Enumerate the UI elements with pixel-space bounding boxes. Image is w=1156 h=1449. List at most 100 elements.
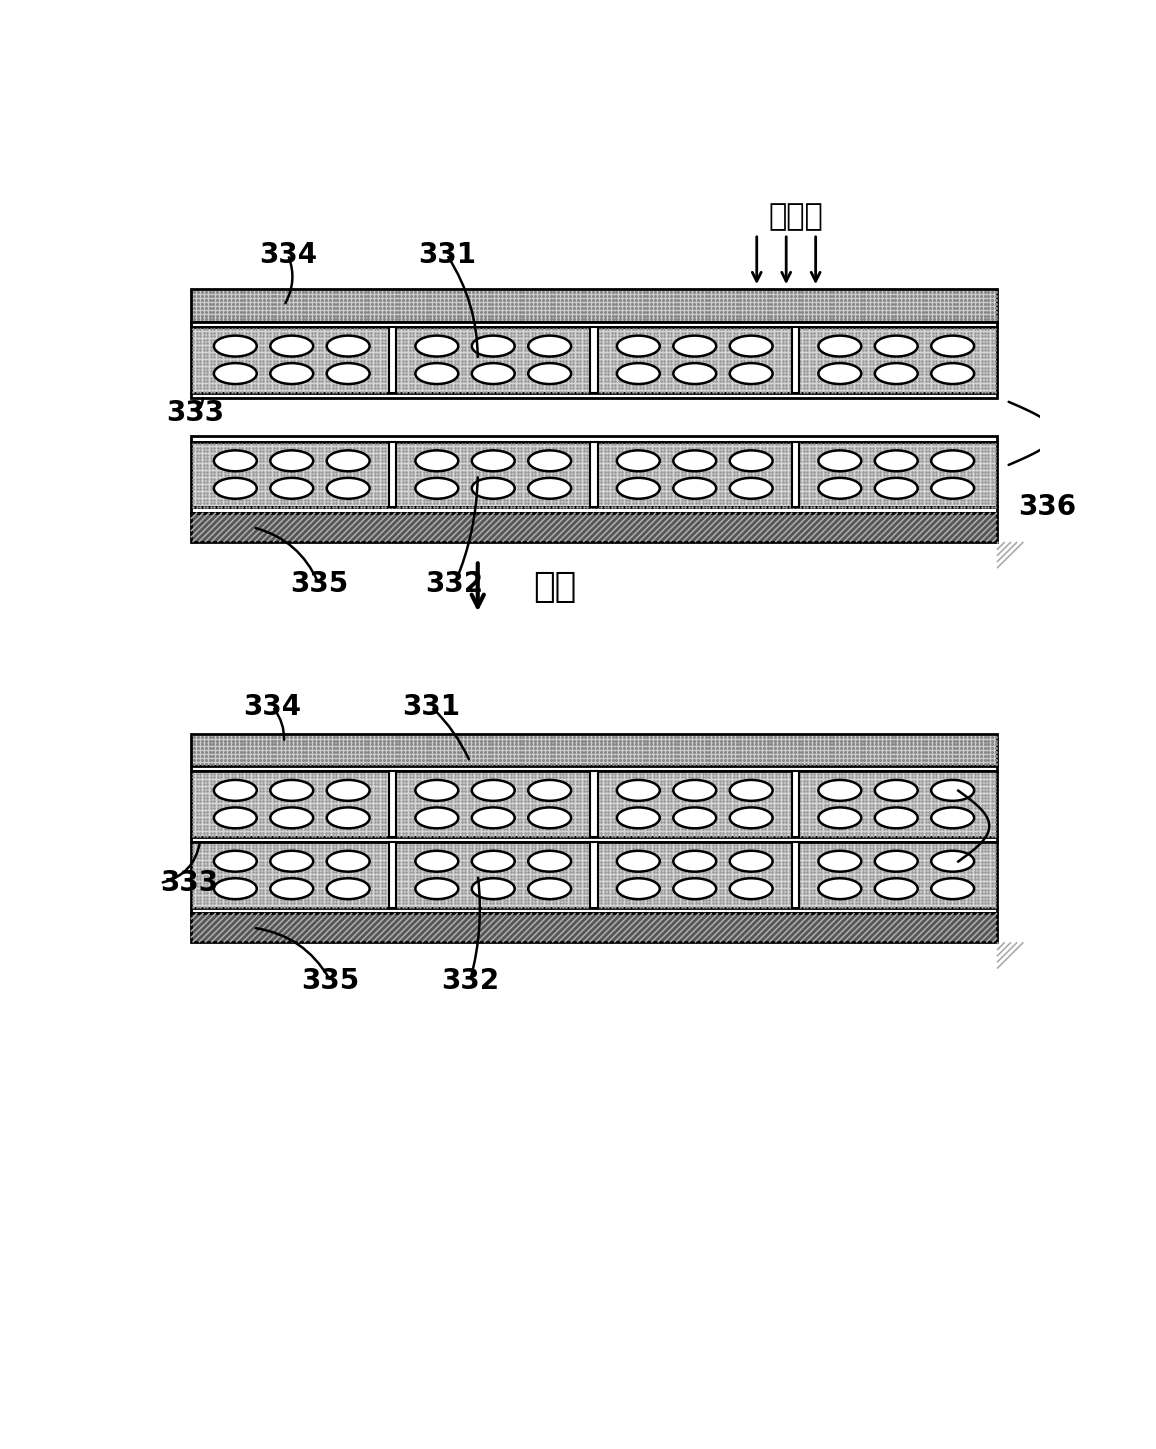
Ellipse shape: [415, 807, 458, 829]
Ellipse shape: [271, 780, 313, 801]
Ellipse shape: [528, 780, 571, 801]
Ellipse shape: [875, 336, 918, 356]
Ellipse shape: [932, 780, 975, 801]
Ellipse shape: [617, 451, 660, 471]
Ellipse shape: [415, 364, 458, 384]
Ellipse shape: [327, 451, 370, 471]
Bar: [590, 842, 598, 907]
Ellipse shape: [271, 878, 313, 900]
Ellipse shape: [617, 336, 660, 356]
Ellipse shape: [617, 364, 660, 384]
Ellipse shape: [932, 807, 975, 829]
Ellipse shape: [271, 451, 313, 471]
Bar: [388, 442, 397, 507]
Bar: [191, 290, 996, 322]
Ellipse shape: [932, 878, 975, 900]
Ellipse shape: [528, 851, 571, 872]
Ellipse shape: [729, 478, 772, 498]
Ellipse shape: [528, 878, 571, 900]
Text: 332: 332: [440, 966, 499, 995]
Ellipse shape: [528, 336, 571, 356]
Ellipse shape: [673, 478, 717, 498]
Bar: [191, 767, 996, 771]
Ellipse shape: [932, 478, 975, 498]
Text: 335: 335: [290, 571, 348, 598]
Text: 334: 334: [259, 241, 317, 268]
Bar: [191, 733, 996, 767]
Bar: [792, 771, 800, 838]
Bar: [792, 327, 800, 393]
Ellipse shape: [617, 807, 660, 829]
Ellipse shape: [415, 478, 458, 498]
Ellipse shape: [875, 451, 918, 471]
Ellipse shape: [214, 336, 257, 356]
Ellipse shape: [875, 364, 918, 384]
Ellipse shape: [729, 451, 772, 471]
Ellipse shape: [327, 478, 370, 498]
Ellipse shape: [472, 807, 514, 829]
Ellipse shape: [875, 478, 918, 498]
Ellipse shape: [818, 780, 861, 801]
Ellipse shape: [214, 478, 257, 498]
Bar: [191, 507, 996, 513]
Bar: [191, 513, 996, 542]
Ellipse shape: [528, 451, 571, 471]
Bar: [590, 442, 598, 507]
Ellipse shape: [214, 780, 257, 801]
Ellipse shape: [327, 878, 370, 900]
Bar: [191, 842, 996, 907]
Ellipse shape: [214, 364, 257, 384]
Ellipse shape: [327, 364, 370, 384]
Ellipse shape: [528, 478, 571, 498]
Bar: [191, 436, 996, 442]
Ellipse shape: [729, 364, 772, 384]
Bar: [590, 771, 598, 838]
Ellipse shape: [271, 851, 313, 872]
Bar: [388, 771, 397, 838]
Text: 层压: 层压: [534, 571, 577, 604]
Text: 336: 336: [1018, 493, 1076, 522]
Bar: [191, 327, 996, 393]
Ellipse shape: [327, 807, 370, 829]
Ellipse shape: [818, 451, 861, 471]
Ellipse shape: [875, 780, 918, 801]
Bar: [191, 907, 996, 913]
Text: 335: 335: [302, 966, 360, 995]
Ellipse shape: [415, 878, 458, 900]
Ellipse shape: [729, 807, 772, 829]
Ellipse shape: [673, 878, 717, 900]
Ellipse shape: [818, 364, 861, 384]
Ellipse shape: [271, 807, 313, 829]
Ellipse shape: [327, 336, 370, 356]
Ellipse shape: [932, 851, 975, 872]
Bar: [191, 913, 996, 942]
Ellipse shape: [415, 451, 458, 471]
Ellipse shape: [415, 336, 458, 356]
Bar: [191, 838, 996, 842]
Ellipse shape: [818, 478, 861, 498]
Ellipse shape: [729, 851, 772, 872]
Ellipse shape: [415, 780, 458, 801]
Ellipse shape: [818, 851, 861, 872]
Ellipse shape: [472, 851, 514, 872]
Ellipse shape: [729, 336, 772, 356]
Ellipse shape: [327, 780, 370, 801]
Ellipse shape: [729, 878, 772, 900]
Ellipse shape: [875, 851, 918, 872]
Bar: [388, 842, 397, 907]
Ellipse shape: [528, 364, 571, 384]
Bar: [191, 771, 996, 838]
Ellipse shape: [214, 878, 257, 900]
Ellipse shape: [271, 336, 313, 356]
Ellipse shape: [415, 851, 458, 872]
Bar: [191, 393, 996, 398]
Ellipse shape: [932, 451, 975, 471]
Bar: [590, 327, 598, 393]
Ellipse shape: [673, 451, 717, 471]
Ellipse shape: [472, 478, 514, 498]
Ellipse shape: [673, 851, 717, 872]
Ellipse shape: [214, 451, 257, 471]
Ellipse shape: [932, 364, 975, 384]
Ellipse shape: [214, 851, 257, 872]
Ellipse shape: [673, 364, 717, 384]
